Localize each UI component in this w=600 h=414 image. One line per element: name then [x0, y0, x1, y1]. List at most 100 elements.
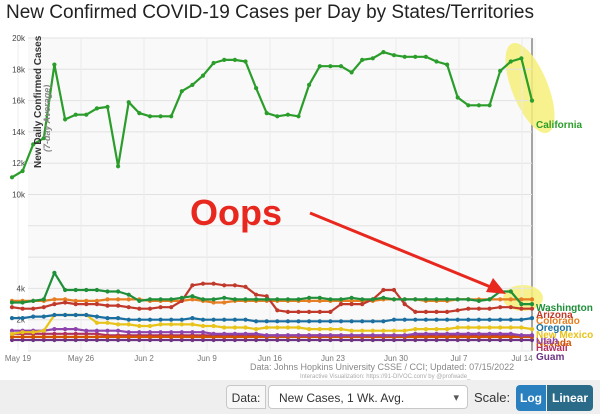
- data-point: [445, 309, 450, 314]
- data-point: [126, 334, 131, 339]
- data-point: [126, 292, 131, 297]
- data-point: [413, 297, 418, 302]
- data-point: [9, 175, 15, 180]
- data-point: [349, 337, 354, 343]
- data-point: [147, 297, 153, 302]
- y-tick-label: 20k: [12, 34, 26, 43]
- data-point: [328, 327, 333, 332]
- data-point: [126, 330, 131, 335]
- data-point: [222, 331, 227, 336]
- data-point: [498, 325, 503, 330]
- data-point: [508, 305, 513, 310]
- series-end-label: Colorado: [536, 316, 580, 327]
- data-point: [169, 297, 174, 302]
- data-point: [158, 305, 163, 310]
- data-point: [328, 309, 333, 314]
- data-point: [190, 334, 195, 339]
- data-point: [94, 320, 99, 325]
- data-point: [211, 281, 216, 286]
- data-point: [476, 317, 481, 322]
- data-point: [73, 334, 78, 339]
- data-point: [243, 284, 248, 289]
- series-washington[interactable]: [9, 270, 535, 307]
- data-point: [147, 334, 153, 339]
- data-point: [94, 328, 99, 333]
- series-arizona[interactable]: [9, 281, 535, 314]
- data-point: [200, 330, 206, 335]
- data-point: [508, 334, 513, 339]
- series-oregon[interactable]: [9, 312, 535, 324]
- data-point: [476, 334, 481, 339]
- data-point: [476, 337, 481, 343]
- data-point: [222, 57, 227, 62]
- series-utah[interactable]: [9, 327, 535, 338]
- data-point: [158, 337, 163, 343]
- data-point: [254, 337, 259, 343]
- y-tick-label: 4k: [17, 284, 26, 293]
- data-point: [487, 306, 492, 311]
- series-california[interactable]: [9, 50, 535, 180]
- data-point: [338, 333, 344, 338]
- series-end-label: Washington: [536, 303, 593, 314]
- data-point: [466, 331, 471, 336]
- data-point: [445, 334, 450, 339]
- data-point: [137, 323, 142, 329]
- data-point: [63, 312, 68, 318]
- data-point: [391, 287, 397, 293]
- data-point: [360, 302, 365, 307]
- series-group[interactable]: [9, 50, 535, 343]
- data-point: [455, 317, 460, 322]
- data-point: [275, 325, 280, 330]
- data-select[interactable]: New Cases, 1 Wk. Avg. ▾: [268, 385, 468, 409]
- data-point: [445, 327, 450, 332]
- data-point: [296, 309, 301, 314]
- series-end-label: Oregon: [536, 323, 572, 334]
- data-point: [31, 298, 36, 303]
- data-point: [190, 337, 195, 343]
- series-end-label: Guam: [536, 352, 564, 363]
- data-point: [285, 309, 290, 314]
- data-point: [370, 328, 375, 333]
- data-point: [116, 289, 121, 294]
- data-point: [105, 334, 110, 339]
- data-point: [328, 337, 333, 343]
- data-point: [9, 331, 15, 336]
- data-point: [508, 289, 513, 294]
- data-point: [94, 298, 99, 303]
- data-point: [179, 337, 184, 343]
- data-point: [211, 60, 216, 66]
- data-point: [158, 330, 163, 335]
- data-point: [20, 306, 25, 311]
- linear-scale-button[interactable]: Linear: [547, 385, 593, 411]
- series-guam[interactable]: [9, 337, 535, 343]
- data-point: [508, 331, 513, 336]
- x-tick-label: Jun 9: [197, 354, 217, 363]
- data-point: [105, 297, 110, 302]
- log-scale-button[interactable]: Log: [516, 385, 546, 411]
- data-point: [116, 322, 121, 327]
- arrow-head: [486, 278, 506, 294]
- data-point: [116, 334, 121, 339]
- annotation-text: Oops: [190, 192, 282, 233]
- data-point: [200, 297, 206, 302]
- data-point: [20, 168, 25, 174]
- data-point: [519, 306, 524, 311]
- data-point: [285, 319, 290, 324]
- data-point: [264, 111, 269, 116]
- y-tick-label: 14k: [12, 128, 26, 137]
- x-tick-label: May 26: [68, 354, 95, 363]
- data-point: [275, 319, 280, 324]
- data-point: [52, 312, 57, 318]
- data-point: [254, 334, 259, 339]
- data-point: [31, 330, 36, 335]
- y-axis-label: New Daily Confirmed Cases: [33, 35, 44, 168]
- data-point: [381, 319, 386, 324]
- data-point: [254, 331, 259, 336]
- data-point: [52, 62, 57, 67]
- data-point: [73, 287, 78, 293]
- x-tick-label: Jun 23: [321, 354, 346, 363]
- page-title: New Confirmed COVID-19 Cases per Day by …: [6, 2, 534, 23]
- data-point: [360, 297, 365, 302]
- data-point: [232, 283, 237, 288]
- data-point: [222, 334, 227, 339]
